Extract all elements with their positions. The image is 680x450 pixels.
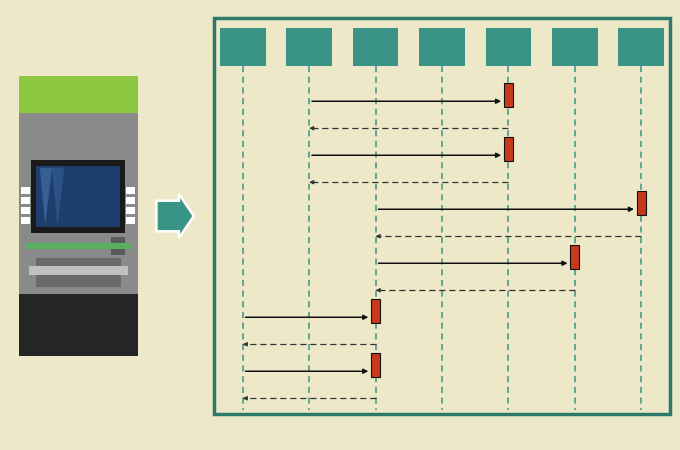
Bar bbox=[504, 83, 513, 108]
Bar bbox=[19, 76, 137, 113]
Bar bbox=[126, 217, 135, 224]
FancyArrow shape bbox=[156, 194, 194, 238]
Bar bbox=[26, 243, 131, 249]
Bar bbox=[571, 245, 579, 270]
Bar bbox=[126, 187, 135, 194]
Bar bbox=[619, 28, 664, 66]
Bar bbox=[353, 28, 398, 66]
Bar bbox=[36, 258, 121, 287]
Bar bbox=[220, 28, 265, 66]
Bar bbox=[19, 141, 137, 294]
Bar bbox=[552, 28, 598, 66]
Bar bbox=[286, 28, 332, 66]
Bar bbox=[486, 28, 531, 66]
Bar bbox=[214, 18, 670, 414]
Bar bbox=[31, 160, 125, 233]
Bar bbox=[37, 166, 120, 227]
Polygon shape bbox=[52, 168, 64, 225]
Bar bbox=[22, 207, 31, 214]
Bar bbox=[371, 353, 380, 378]
Bar bbox=[371, 299, 380, 324]
Bar bbox=[126, 197, 135, 204]
Bar bbox=[110, 237, 125, 255]
Bar bbox=[22, 187, 31, 194]
Bar bbox=[19, 108, 137, 141]
Polygon shape bbox=[40, 168, 52, 225]
Bar bbox=[504, 137, 513, 162]
Bar bbox=[637, 191, 646, 216]
Bar bbox=[126, 207, 135, 214]
Bar bbox=[22, 197, 31, 204]
Bar bbox=[22, 217, 31, 224]
Bar bbox=[29, 266, 128, 274]
Bar bbox=[419, 28, 465, 66]
Bar bbox=[19, 294, 137, 356]
